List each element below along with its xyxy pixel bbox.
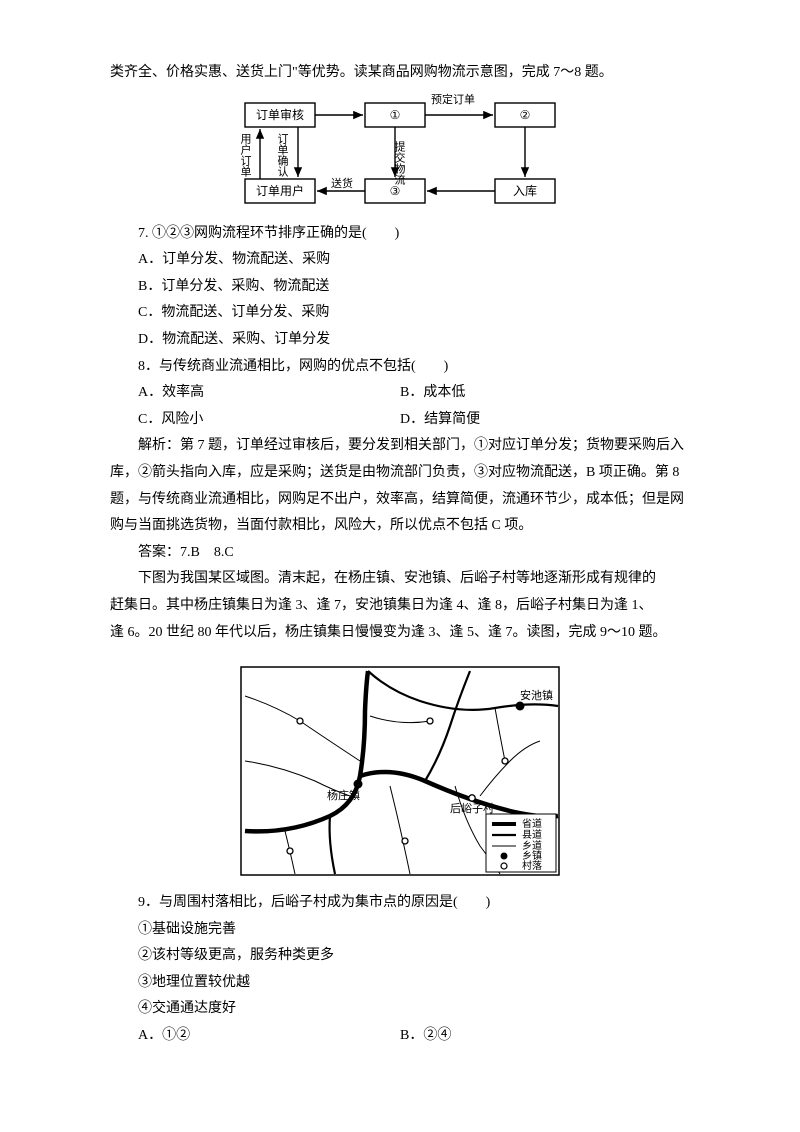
q9-s4: ④交通通达度好 [110,996,690,1023]
intro2-l3: 逢 6。20 世纪 80 年代以后，杨庄镇集日慢慢变为逢 3、逢 5、逢 7。读… [110,620,690,647]
q9-opt-a: A．①② [110,1023,400,1050]
map-label-houyu: 后峪子村 [450,801,494,815]
legend-village: 村落 [522,859,542,872]
box-three: ③ [390,184,401,198]
label-songhuo: 送货 [331,176,353,190]
box-one: ① [390,108,401,122]
label-tijiao: 提交物流 [393,140,406,184]
q7-opt-d: D．物流配送、采购、订单分发 [110,327,690,354]
q8-opt-c: C．风险小 [110,407,400,434]
map-label-yangzhuang: 杨庄镇 [327,788,360,802]
q8-opt-b: B．成本低 [400,380,690,407]
label-queren: 订单确认 [276,132,289,177]
q7-opt-c: C．物流配送、订单分发、采购 [110,300,690,327]
legend-county: 县道 [522,828,542,841]
q7-opt-a: A．订单分发、物流配送、采购 [110,247,690,274]
q9-s1: ①基础设施完善 [110,917,690,944]
box-audit: 订单审核 [256,107,304,122]
region-map: 杨庄镇 安池镇 后峪子村 省道 县道 乡道 乡镇 村落 [240,666,560,876]
q9-s3: ③地理位置较优越 [110,970,690,997]
flowchart-diagram: 订单审核 ① ② 订单用户 ③ 入库 预定订单 提交物流 送货 用户订单 订单确… [235,93,565,213]
explanation-78: 解析：第 7 题，订单经过审核后，要分发到相关部门，①对应订单分发；货物要采购后… [110,433,690,539]
q9-stem: 9．与周围村落相比，后峪子村成为集市点的原因是( ) [110,890,690,917]
q8-opt-d: D．结算简便 [400,407,690,434]
box-two: ② [520,108,531,122]
label-yuding: 预定订单 [431,93,475,106]
label-yonghu: 用户订单 [239,133,252,177]
map-label-anchi: 安池镇 [520,688,553,702]
intro-top: 类齐全、价格实惠、送货上门"等优势。读某商品网购物流示意图，完成 7～8 题。 [110,60,690,87]
q8-opt-a: A．效率高 [110,380,400,407]
q8-stem: 8．与传统商业流通相比，网购的优点不包括( ) [110,354,690,381]
box-store: 入库 [513,183,537,198]
intro2-l1: 下图为我国某区域图。清末起，在杨庄镇、安池镇、后峪子村等地逐渐形成有规律的 [110,566,690,593]
q7-stem: 7. ①②③网购流程环节排序正确的是( ) [110,221,690,248]
q9-s2: ②该村等级更高，服务种类更多 [110,943,690,970]
legend-prov: 省道 [522,817,542,830]
answer-78: 答案：7.B 8.C [110,540,690,567]
box-user: 订单用户 [256,183,304,198]
intro2-l2: 赶集日。其中杨庄镇集日为逢 3、逢 7，安池镇集日为逢 4、逢 8，后峪子村集日… [110,593,690,620]
q9-opt-b: B．②④ [400,1023,690,1050]
q7-opt-b: B．订单分发、采购、物流配送 [110,274,690,301]
